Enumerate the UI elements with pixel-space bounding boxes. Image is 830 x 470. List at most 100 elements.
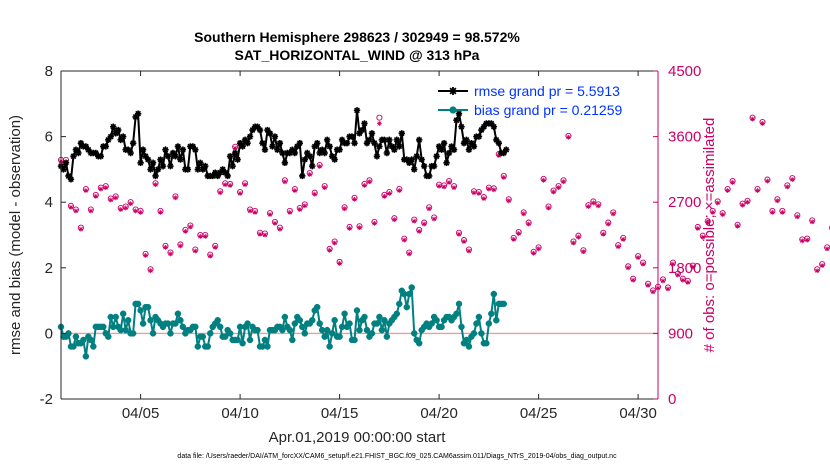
rmse-point [294, 143, 301, 150]
obs-assimilated-point [635, 255, 641, 260]
obs-assimilated-point [187, 224, 193, 230]
bias-point [373, 320, 381, 327]
obs-assimilated-point [705, 220, 711, 226]
bias-point [65, 330, 72, 337]
bias-point [122, 326, 129, 334]
bias-point [124, 317, 132, 324]
y-tick-label: 8 [45, 63, 53, 80]
rmse-point [107, 133, 114, 140]
bias-point [453, 310, 460, 317]
bias-point [308, 317, 316, 324]
obs-assimilated-point [128, 201, 134, 207]
obs-assimilated-point [491, 187, 497, 193]
obs-assimilated-point [297, 207, 303, 212]
obs-assimilated-point [765, 178, 770, 184]
rmse-point [381, 136, 388, 144]
rmse-point [134, 110, 142, 117]
obs-assimilated-point [730, 180, 736, 185]
rmse-point [458, 123, 465, 130]
bias-point [254, 326, 261, 334]
bias-point [428, 320, 435, 327]
obs-assimilated-point [551, 189, 556, 195]
rmse-point [343, 139, 351, 147]
obs-assimilated-point [640, 261, 646, 267]
rmse-point [311, 143, 318, 150]
rmse-point [105, 136, 112, 144]
y-tick-label: 6 [45, 129, 53, 146]
obs-assimilated-point [342, 206, 347, 212]
bias-point [323, 326, 331, 334]
rmse-point [348, 133, 356, 140]
rmse-point [82, 143, 90, 150]
rmse-point [338, 136, 346, 144]
bias-point [147, 317, 154, 324]
obs-assimilated-point [252, 210, 258, 215]
rmse-point [137, 159, 144, 167]
rmse-point [256, 126, 264, 134]
bias-point [351, 336, 358, 344]
y-tick-label: 2 [45, 260, 53, 277]
rmse-point [72, 146, 80, 153]
obs-assimilated-point [755, 188, 760, 193]
bias-point [408, 284, 415, 291]
tick-layer: 04/05 04/10 04/15 04/20 04/25 04/30 -2 0 2 4 6 8 0 90… [40, 63, 702, 422]
bias-point [415, 339, 423, 347]
obs-assimilated-point [809, 219, 815, 225]
chart-subtitle: SAT_HORIZONTAL_WIND @ 313 hPa [235, 47, 480, 63]
obs-assimilated-point [506, 198, 512, 204]
rmse-point [435, 143, 443, 150]
rmse-point [448, 143, 455, 150]
y2-tick-label: 900 [668, 325, 693, 342]
y2-tick-label: 2700 [668, 194, 701, 211]
obs-assimilated-point [476, 191, 482, 196]
obs-assimilated-point [680, 277, 686, 283]
obs-assimilated-point [481, 196, 487, 201]
obs-assimilated-point [441, 184, 447, 190]
bias-point [87, 336, 95, 344]
rmse-point [440, 139, 448, 147]
bias-point [433, 317, 440, 324]
rmse-point [214, 172, 221, 180]
bias-point [281, 313, 289, 321]
obs-assimilated-point [416, 228, 422, 234]
rmse-point [480, 123, 488, 130]
obs-assimilated-point [327, 247, 333, 253]
obs-assimilated-point [227, 183, 233, 188]
bias-point [378, 326, 386, 334]
obs-assimilated-point [372, 220, 377, 226]
rmse-point [376, 143, 383, 150]
bias-point [137, 307, 144, 314]
obs-assimilated-point [143, 253, 148, 258]
rmse-point [127, 149, 134, 157]
bias-point [234, 336, 241, 344]
obs-assimilated-point [436, 183, 442, 189]
obs-assimilated-point [784, 184, 790, 190]
obs-assimilated-point [312, 191, 318, 197]
obs-assimilated-point [456, 231, 462, 237]
obs-assimilated-point [197, 234, 203, 239]
rmse-point [366, 136, 373, 144]
bias-point [291, 320, 299, 327]
rmse-point [92, 149, 100, 157]
bias-point [500, 300, 508, 308]
bias-point [406, 290, 413, 298]
rmse-point [274, 146, 281, 153]
bias-point [299, 323, 306, 331]
bias-point [465, 343, 473, 350]
x-tick-label: 04/20 [420, 405, 458, 422]
rmse-point [314, 139, 321, 147]
bias-point [129, 330, 137, 337]
rmse-point [199, 166, 206, 173]
obs-assimilated-point [133, 208, 139, 214]
rmse-point [221, 169, 229, 176]
y2-tick-label: 1800 [668, 260, 701, 277]
obs-assimilated-point [322, 185, 328, 191]
rmse-point [475, 133, 483, 140]
obs-assimilated-point [277, 226, 283, 232]
rmse-point [254, 123, 261, 130]
rmse-point [264, 126, 271, 134]
obs-assimilated-point [760, 121, 765, 126]
bias-point [493, 317, 500, 324]
obs-assimilated-point [163, 244, 168, 250]
obs-assimilated-point [556, 185, 561, 191]
